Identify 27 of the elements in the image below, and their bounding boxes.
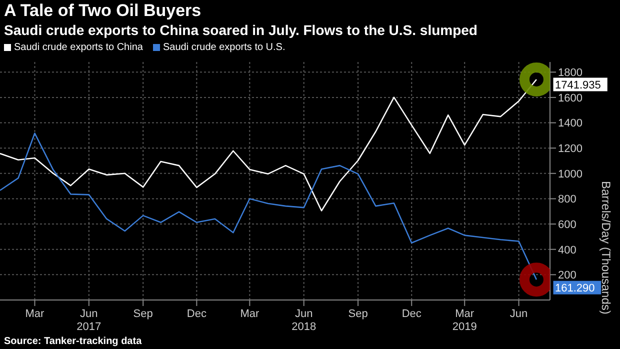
chart-title: A Tale of Two Oil Buyers — [4, 1, 202, 21]
y-tick-label: 1000 — [558, 168, 582, 180]
x-tick-label: Mar — [25, 308, 45, 320]
y-tick-label: 200 — [558, 270, 576, 282]
x-tick-label: Dec — [402, 308, 422, 320]
y-tick-label: 1600 — [558, 92, 582, 104]
y-tick-label: 800 — [558, 194, 576, 206]
y-tick-label: 1200 — [558, 142, 582, 155]
source-note: Source: Tanker-tracking data — [4, 336, 142, 347]
data-label: 1741.935 — [555, 79, 601, 92]
chart-subtitle: Saudi crude exports to China soared in July. Flows to the U.S. slumped — [4, 22, 478, 38]
x-tick-label: Mar 2019 — [452, 308, 477, 333]
data-label: 161.290 — [555, 282, 595, 295]
y-tick-label: 400 — [558, 244, 576, 256]
x-tick-label: Mar — [240, 308, 260, 320]
x-tick-label: Jun 2018 — [292, 308, 316, 333]
x-tick-label: Sep — [133, 308, 153, 320]
y-tick-label: 600 — [558, 218, 576, 231]
x-tick-label: Jun — [510, 308, 528, 320]
y-tick-label: 1400 — [558, 118, 582, 130]
x-tick-label: Jun 2017 — [76, 308, 102, 333]
y-axis-title: Barrels/Day (Thousands) — [598, 181, 613, 314]
y-tick-label: 1800 — [558, 67, 582, 80]
legend-label: Saudi crude exports to China — [13, 42, 143, 53]
legend-label: Saudi crude exports to U.S. — [162, 42, 286, 53]
x-tick-label: Sep — [348, 308, 368, 320]
x-tick-label: Dec — [186, 308, 207, 320]
